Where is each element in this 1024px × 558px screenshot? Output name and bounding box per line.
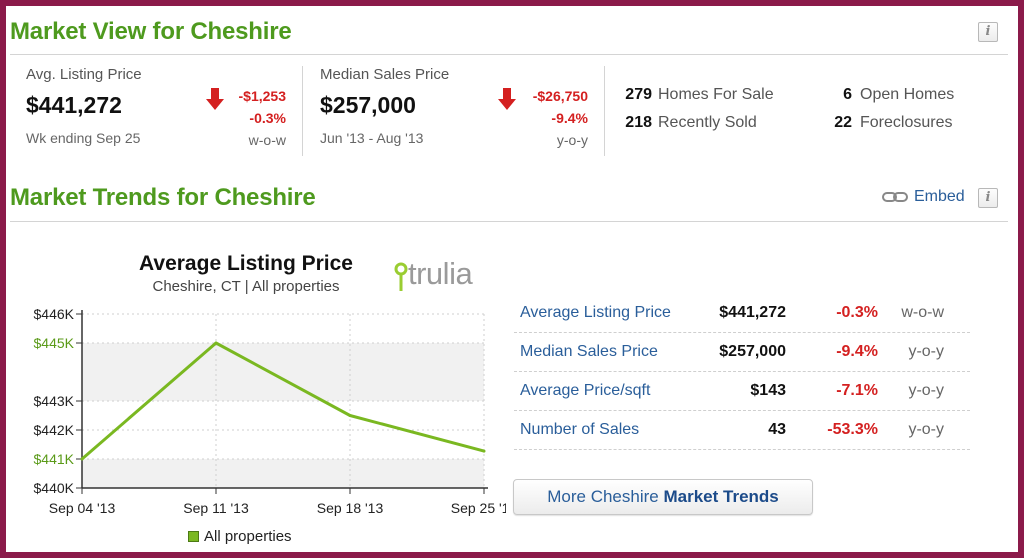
data-point xyxy=(214,341,218,345)
row-period: y-o-y xyxy=(908,343,944,360)
table-row: Average Price/sqft $143 -7.1% y-o-y xyxy=(514,372,970,411)
table-row: Average Listing Price $441,272 -0.3% w-o… xyxy=(514,294,970,333)
row-label-link[interactable]: Average Listing Price xyxy=(520,304,671,321)
row-label-link[interactable]: Number of Sales xyxy=(520,421,640,438)
row-change: -53.3% xyxy=(827,421,878,438)
median-sales-label: Median Sales Price xyxy=(320,66,450,83)
trulia-logo: trulia xyxy=(394,256,473,292)
avg-listing-period: Wk ending Sep 25 xyxy=(26,130,141,146)
legend-label: All properties xyxy=(204,528,292,545)
homes-for-sale-count: 279 xyxy=(625,86,652,103)
y-tick-label: $440K xyxy=(34,480,75,496)
row-value: 43 xyxy=(768,421,786,438)
row-label-link[interactable]: Average Price/sqft xyxy=(520,382,651,399)
x-tick-label: Sep 18 '13 xyxy=(317,500,384,516)
market-widget: Market View for Cheshire i Avg. Listing … xyxy=(6,6,1018,552)
data-point xyxy=(348,414,352,417)
row-value: $441,272 xyxy=(719,304,786,321)
trulia-logo-text: trulia xyxy=(408,256,473,291)
down-arrow-icon xyxy=(206,88,224,110)
avg-listing-label: Avg. Listing Price xyxy=(26,66,142,83)
recently-sold-count: 218 xyxy=(625,114,652,131)
embed-label: Embed xyxy=(914,188,965,205)
x-tick-label: Sep 11 '13 xyxy=(183,500,249,516)
plot-band xyxy=(82,459,484,488)
more-market-trends-button[interactable]: More Cheshire Market Trends xyxy=(513,479,813,515)
series-line-all-properties xyxy=(81,341,485,461)
row-change: -9.4% xyxy=(836,343,878,360)
row-change: -0.3% xyxy=(836,304,878,321)
avg-listing-change-abs: -$1,253 xyxy=(238,88,286,104)
market-view-title: Market View for Cheshire xyxy=(10,18,292,45)
open-homes-count: 6 xyxy=(843,86,852,103)
x-tick-label: Sep 04 '13 xyxy=(49,500,116,516)
open-homes-label: Open Homes xyxy=(860,86,955,103)
divider xyxy=(10,54,1008,55)
y-tick-label: $441K xyxy=(34,451,75,467)
y-tick-label: $443K xyxy=(34,393,75,409)
recently-sold-label: Recently Sold xyxy=(658,114,757,131)
table-row: Median Sales Price $257,000 -9.4% y-o-y xyxy=(514,333,970,372)
y-tick-label: $445K xyxy=(34,335,75,351)
avg-listing-change-period: w-o-w xyxy=(248,132,286,148)
divider xyxy=(302,66,303,156)
listing-price-chart: $440K $441K $442K $443K $445K $446K Sep 04 '13… xyxy=(34,306,506,516)
foreclosures-count: 22 xyxy=(834,114,852,131)
row-period: w-o-w xyxy=(901,304,944,321)
more-button-prefix: More Cheshire xyxy=(547,487,659,506)
down-arrow-icon xyxy=(498,88,516,110)
x-tick-label: Sep 25 '13 xyxy=(451,500,506,516)
median-sales-value: $257,000 xyxy=(320,92,416,118)
data-point xyxy=(482,449,486,453)
chart-legend: All properties xyxy=(188,528,292,545)
homes-for-sale-label: Homes For Sale xyxy=(658,86,774,103)
map-pin-icon xyxy=(394,262,408,291)
more-button-bold: Market Trends xyxy=(663,487,779,506)
median-sales-change-period: y-o-y xyxy=(556,132,588,148)
table-row: Number of Sales 43 -53.3% y-o-y xyxy=(514,411,970,450)
divider xyxy=(10,221,1008,222)
row-period: y-o-y xyxy=(908,421,944,438)
row-change: -7.1% xyxy=(836,382,878,399)
chart-title: Average Listing Price xyxy=(139,252,353,275)
avg-listing-value: $441,272 xyxy=(26,92,122,118)
row-value: $257,000 xyxy=(719,343,786,360)
median-sales-change-abs: -$26,750 xyxy=(532,88,588,104)
avg-listing-change-pct: -0.3% xyxy=(249,110,286,126)
info-icon[interactable]: i xyxy=(978,188,998,208)
embed-link[interactable]: Embed xyxy=(882,188,965,206)
market-trends-title: Market Trends for Cheshire xyxy=(10,184,316,211)
chart-subtitle: Cheshire, CT | All properties xyxy=(152,278,340,295)
info-icon[interactable]: i xyxy=(978,22,998,42)
row-value: $143 xyxy=(750,382,786,399)
y-tick-label: $446K xyxy=(34,306,75,322)
y-tick-label: $442K xyxy=(34,422,75,438)
median-sales-period: Jun '13 - Aug '13 xyxy=(320,130,424,146)
data-point xyxy=(80,457,84,461)
median-sales-change-pct: -9.4% xyxy=(551,110,588,126)
foreclosures-label: Foreclosures xyxy=(860,114,953,131)
chain-link-icon xyxy=(882,192,908,202)
plot-band xyxy=(82,343,484,401)
row-period: y-o-y xyxy=(908,382,944,399)
legend-swatch xyxy=(188,531,199,542)
row-label-link[interactable]: Median Sales Price xyxy=(520,343,658,360)
divider xyxy=(604,66,605,156)
